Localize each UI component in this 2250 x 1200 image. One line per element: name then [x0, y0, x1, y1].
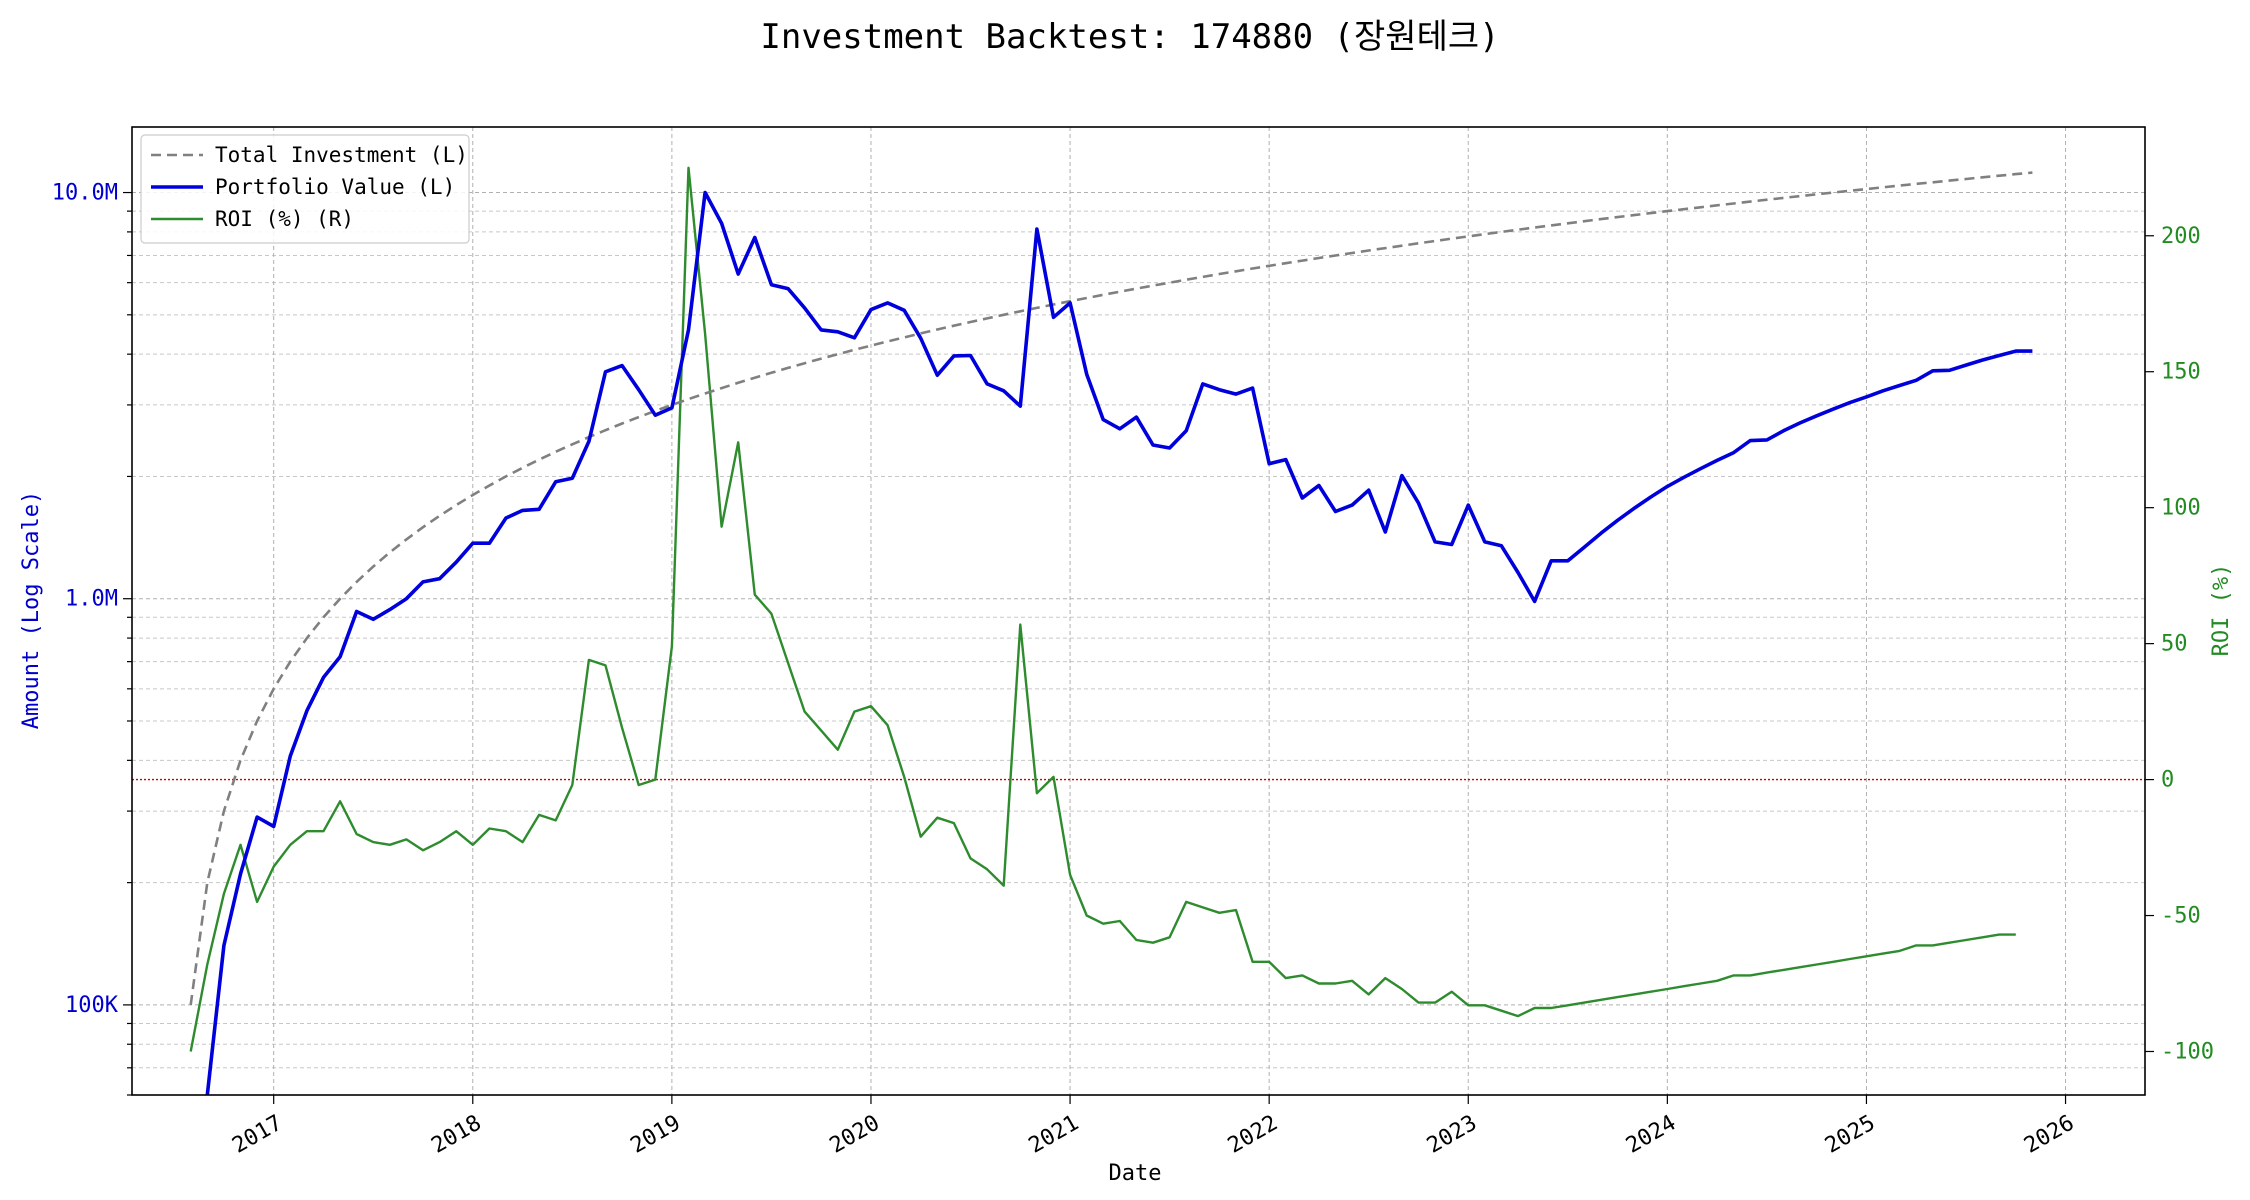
legend-label: Portfolio Value (L) — [215, 175, 455, 199]
y-axis-right-label: ROI (%) — [2209, 564, 2234, 657]
portfolio-value-line — [205, 190, 2033, 1095]
y-right-tick-label: -50 — [2161, 904, 2201, 929]
total-investment-line — [189, 171, 2033, 1006]
y-right-tick-label: 50 — [2161, 632, 2188, 657]
chart-title: Investment Backtest: 174880 (장원테크) — [760, 17, 1499, 57]
x-tick-label: 2017 — [228, 1111, 286, 1159]
x-tick-label: 2021 — [1025, 1111, 1083, 1159]
y-right-tick-label: 0 — [2161, 768, 2174, 793]
y-left-tick-label: 10.0M — [52, 181, 118, 206]
y-left-tick-label: 100K — [65, 993, 119, 1018]
x-tick-label: 2019 — [626, 1111, 684, 1159]
y-right-tick-label: 100 — [2161, 496, 2201, 521]
x-tick-label: 2025 — [1821, 1111, 1879, 1159]
y-left-tick-label: 1.0M — [65, 587, 118, 612]
x-tick-label: 2022 — [1224, 1111, 1282, 1159]
x-tick-label: 2024 — [1622, 1111, 1680, 1159]
y-right-tick-label: -100 — [2161, 1039, 2214, 1064]
legend: Total Investment (L) Portfolio Value (L) R… — [140, 134, 470, 244]
legend-box — [140, 134, 470, 244]
y-right-tick-label: 200 — [2161, 224, 2201, 249]
legend-label: ROI (%) (R) — [215, 207, 354, 231]
plot-frame — [131, 126, 2146, 1096]
y-axis-left-label: Amount (Log Scale) — [19, 491, 44, 729]
x-tick-label: 2023 — [1423, 1111, 1481, 1159]
legend-label: Total Investment (L) — [215, 143, 468, 167]
x-tick-label: 2026 — [2020, 1111, 2078, 1159]
plot-area: 2017 2018 2019 2020 2021 2022 2023 2024 2025 2026… — [52, 126, 2214, 1159]
y-right-tick-label: 150 — [2161, 360, 2201, 385]
x-axis-label: Date — [1109, 1161, 1162, 1186]
roi-line — [189, 166, 2016, 1052]
x-tick-label: 2020 — [826, 1111, 884, 1159]
x-tick-label: 2018 — [427, 1111, 485, 1159]
